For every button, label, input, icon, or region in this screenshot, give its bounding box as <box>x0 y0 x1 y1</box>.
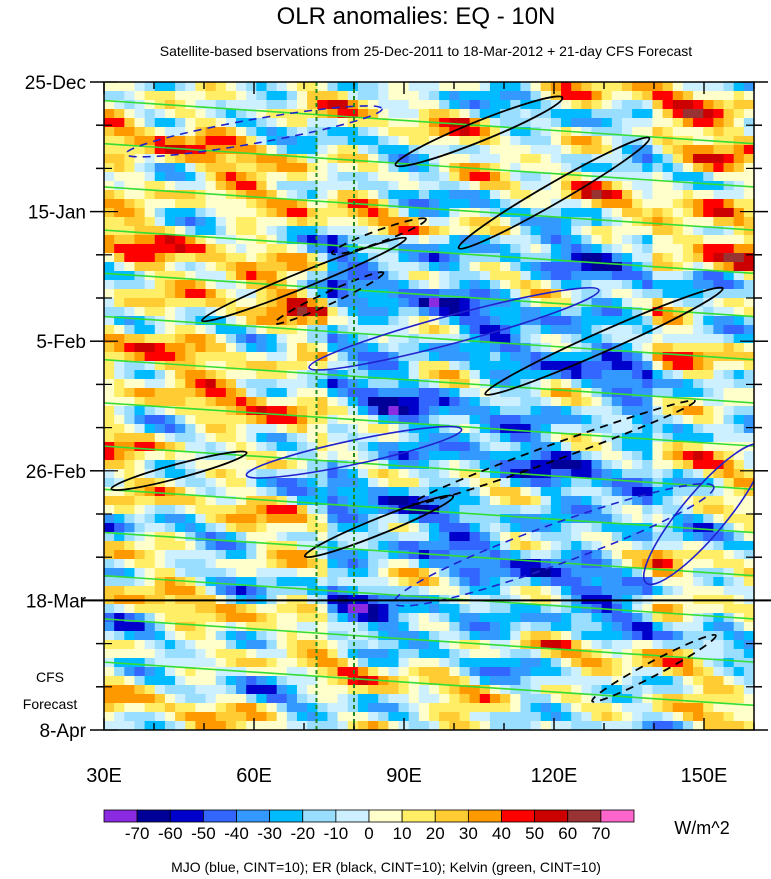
colorbar-label: -50 <box>191 824 216 843</box>
kelvin-contour <box>104 272 754 318</box>
kelvin-contour <box>104 358 754 404</box>
colorbar-label: 0 <box>364 824 373 843</box>
x-axis: 30E 60E 90E 120E 150E <box>86 82 755 787</box>
kelvin-contour <box>104 661 754 707</box>
colorbar-swatch <box>600 809 635 823</box>
er-contour <box>273 271 385 325</box>
plot-frame <box>103 81 755 731</box>
plot-area <box>82 81 771 731</box>
y-tick-label: 18-Mar <box>26 591 87 612</box>
colorbar-swatch <box>434 809 469 823</box>
er-contour <box>484 286 724 396</box>
footnote: MJO (blue, CINT=10); ER (black, CINT=10)… <box>171 859 601 875</box>
colorbar-label: -40 <box>224 824 249 843</box>
colorbar-swatch <box>236 809 271 823</box>
colorbar-label: 40 <box>492 824 511 843</box>
er-contour <box>201 236 407 323</box>
kelvin-contour <box>104 229 754 275</box>
kelvin-contour <box>104 488 754 534</box>
colorbar-swatch <box>136 809 171 823</box>
colorbar-swatch <box>567 809 602 823</box>
kelvin-contour <box>104 99 754 145</box>
colorbar-swatch <box>401 809 436 823</box>
colorbar-label: -20 <box>290 824 315 843</box>
mjo-contour <box>393 482 715 607</box>
mjo-contour <box>642 442 754 586</box>
x-tick-label: 120E <box>531 765 578 787</box>
mjo-contour <box>245 425 463 479</box>
y-axis: 25-Dec 15-Jan 5-Feb 26-Feb 18-Mar 8-Apr <box>25 73 768 742</box>
kelvin-contour <box>104 618 754 663</box>
er-contour <box>591 633 717 703</box>
colorbar-swatch <box>169 809 204 823</box>
colorbar-label: -60 <box>158 824 183 843</box>
colorbar-units: W/m^2 <box>674 818 729 838</box>
y-tick-label: 8-Apr <box>40 721 87 742</box>
colorbar-swatch <box>103 809 138 823</box>
kelvin-contour <box>104 186 754 231</box>
y-tick-label: 26-Feb <box>26 462 86 483</box>
y-tick-label: 25-Dec <box>25 73 86 94</box>
colorbar-swatch <box>302 809 337 823</box>
colorbar-swatch <box>335 809 370 823</box>
contour-overlays <box>104 95 754 707</box>
colorbar-label: 20 <box>426 824 445 843</box>
mjo-contour <box>125 105 383 158</box>
kelvin-contour <box>104 445 754 491</box>
x-tick-label: 30E <box>86 765 122 787</box>
kelvin-contour <box>104 315 754 361</box>
colorbar-label: 70 <box>591 824 610 843</box>
er-contour <box>457 136 651 250</box>
forecast-label-line1: CFS <box>36 669 64 685</box>
colorbar-swatch <box>534 809 569 823</box>
x-tick-label: 90E <box>386 765 422 787</box>
colorbar-label: -30 <box>257 824 282 843</box>
colorbar-swatch <box>269 809 304 823</box>
colorbar-label: -70 <box>125 824 150 843</box>
kelvin-contour <box>104 402 754 447</box>
kelvin-contour <box>104 574 754 620</box>
colorbar-swatch <box>501 809 536 823</box>
colorbar-label: 60 <box>558 824 577 843</box>
chart-title: OLR anomalies: EQ - 10N <box>277 3 556 30</box>
colorbar: -70 -60 -50 -40 -30 -20 -10 0 10 20 30 40 50 60 70 <box>103 809 635 843</box>
x-tick-label: 150E <box>681 765 728 787</box>
chart-subtitle: Satellite-based bservations from 25-Dec-… <box>160 43 692 59</box>
colorbar-swatch <box>368 809 403 823</box>
mjo-contour <box>308 286 600 371</box>
colorbar-swatch <box>467 809 502 823</box>
colorbar-label: 50 <box>525 824 544 843</box>
x-tick-label: 60E <box>236 765 272 787</box>
er-contour <box>110 450 248 492</box>
colorbar-label: 10 <box>393 824 412 843</box>
kelvin-contour <box>104 531 754 577</box>
er-contour <box>412 399 696 506</box>
colorbar-swatch <box>202 809 237 823</box>
colorbar-label: -10 <box>324 824 349 843</box>
y-tick-label: 15-Jan <box>28 203 86 224</box>
colorbar-label: 30 <box>459 824 478 843</box>
forecast-label-line2: Forecast <box>23 696 78 712</box>
er-contour <box>394 95 564 168</box>
kelvin-contour <box>104 142 754 188</box>
heatmap-field <box>104 82 754 730</box>
y-tick-label: 5-Feb <box>36 332 86 353</box>
er-contour <box>303 494 455 559</box>
